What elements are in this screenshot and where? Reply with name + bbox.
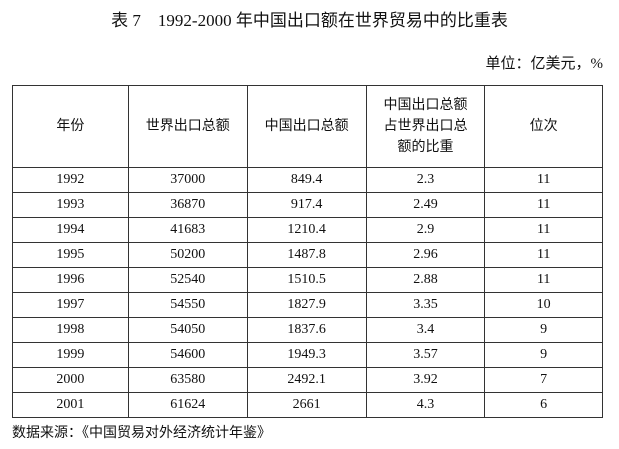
table-row: 2000 63580 2492.1 3.92 7 <box>12 367 603 393</box>
column-header: 年份 <box>12 85 129 168</box>
table-cell: 54050 <box>127 317 248 343</box>
column-header: 中国出口总额占世界出口总额的比重 <box>365 85 486 168</box>
table-cell: 917.4 <box>246 192 367 218</box>
table-cell: 1996 <box>12 267 129 293</box>
table-cell: 37000 <box>127 167 248 193</box>
table-cell: 2.88 <box>365 267 486 293</box>
table-cell: 11 <box>484 192 603 218</box>
table-cell: 1837.6 <box>246 317 367 343</box>
title: 表 7 1992-2000 年中国出口额在世界贸易中的比重表 <box>111 11 508 30</box>
table-row: 1996 52540 1510.5 2.88 11 <box>12 267 603 293</box>
table-cell: 54600 <box>127 342 248 368</box>
table-cell: 61624 <box>127 392 248 418</box>
table-row: 1999 54600 1949.3 3.57 9 <box>12 342 603 368</box>
table-cell: 41683 <box>127 217 248 243</box>
table-cell: 3.57 <box>365 342 486 368</box>
table-cell: 9 <box>484 342 603 368</box>
table-cell: 1487.8 <box>246 242 367 268</box>
table-cell: 52540 <box>127 267 248 293</box>
table-cell: 4.3 <box>365 392 486 418</box>
table-cell: 63580 <box>127 367 248 393</box>
column-header-text: 世界出口总额 <box>145 119 230 134</box>
table-row: 2001 61624 2661 4.3 6 <box>12 392 603 418</box>
header-row: 年份 世界出口总额 中国出口总额 中国出口总额占世界出口总额的比重 位次 <box>12 85 603 168</box>
table-cell: 2.3 <box>365 167 486 193</box>
table-cell: 1993 <box>12 192 129 218</box>
unit-label: 单位：亿美元，% <box>485 56 604 72</box>
table-body: 1992 37000 849.4 2.3 11 1993 36870 917.4 2.49 11 1… <box>12 167 603 418</box>
table-cell: 3.4 <box>365 317 486 343</box>
table-cell: 11 <box>484 167 603 193</box>
column-header-text: 中国出口总额占世界出口总额的比重 <box>383 98 468 155</box>
table-cell: 1994 <box>12 217 129 243</box>
column-header: 位次 <box>484 85 603 168</box>
table-cell: 11 <box>484 217 603 243</box>
table-row: 1998 54050 1837.6 3.4 9 <box>12 317 603 343</box>
table-cell: 2.49 <box>365 192 486 218</box>
table-cell: 10 <box>484 292 603 318</box>
table-row: 1995 50200 1487.8 2.96 11 <box>12 242 603 268</box>
table-cell: 54550 <box>127 292 248 318</box>
column-header: 中国出口总额 <box>246 85 367 168</box>
table-cell: 2000 <box>12 367 129 393</box>
table-cell: 1510.5 <box>246 267 367 293</box>
table-cell: 1210.4 <box>246 217 367 243</box>
table-cell: 1827.9 <box>246 292 367 318</box>
table-cell: 2.9 <box>365 217 486 243</box>
table-cell: 1998 <box>12 317 129 343</box>
table-cell: 2.96 <box>365 242 486 268</box>
table-cell: 2492.1 <box>246 367 367 393</box>
table-cell: 7 <box>484 367 603 393</box>
table-cell: 1992 <box>12 167 129 193</box>
table-cell: 11 <box>484 242 603 268</box>
table-cell: 9 <box>484 317 603 343</box>
data-table: 年份 世界出口总额 中国出口总额 中国出口总额占世界出口总额的比重 位次 1992 370… <box>12 85 603 418</box>
table-cell: 1949.3 <box>246 342 367 368</box>
table-cell: 1997 <box>12 292 129 318</box>
table-cell: 1999 <box>12 342 129 368</box>
table-cell: 849.4 <box>246 167 367 193</box>
table-cell: 50200 <box>127 242 248 268</box>
table-row: 1993 36870 917.4 2.49 11 <box>12 192 603 218</box>
column-header: 世界出口总额 <box>127 85 248 168</box>
table-row: 1992 37000 849.4 2.3 11 <box>12 167 603 193</box>
table-cell: 6 <box>484 392 603 418</box>
table-cell: 36870 <box>127 192 248 218</box>
table-row: 1994 41683 1210.4 2.9 11 <box>12 217 603 243</box>
table-cell: 3.92 <box>365 367 486 393</box>
column-header-text: 年份 <box>56 119 85 134</box>
table-cell: 2001 <box>12 392 129 418</box>
table-row: 1997 54550 1827.9 3.35 10 <box>12 292 603 318</box>
table-cell: 11 <box>484 267 603 293</box>
table-cell: 3.35 <box>365 292 486 318</box>
source-note: 数据来源：《中国贸易对外经济统计年鉴》 <box>12 426 271 441</box>
column-header-text: 位次 <box>529 119 558 134</box>
table-cell: 1995 <box>12 242 129 268</box>
table-cell: 2661 <box>246 392 367 418</box>
column-header-text: 中国出口总额 <box>264 119 349 134</box>
